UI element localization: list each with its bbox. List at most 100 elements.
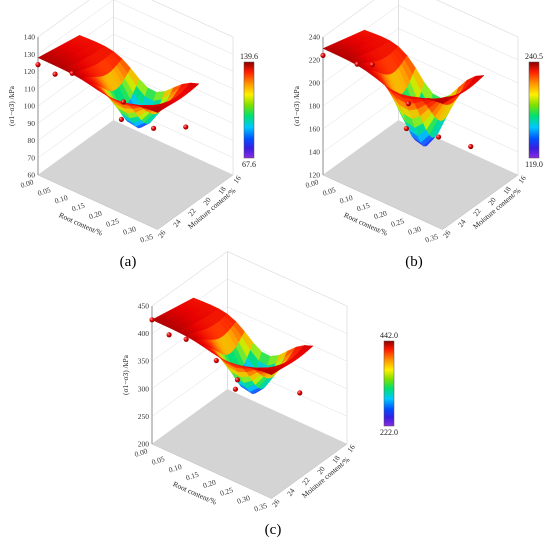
z-tick-label: 350 [138,357,150,366]
z-tick-label: 200 [138,440,150,449]
data-point [405,101,412,107]
y-tick-label: 16 [231,174,243,186]
z-tick-label: 240 [309,33,321,42]
colorbar-max-label: 442.0 [380,331,398,340]
colorbar-min-label: 67.6 [242,160,256,169]
y-tick-label: 18 [216,185,228,197]
data-point [468,143,474,150]
data-point [435,134,442,140]
z-gridline [322,120,519,176]
colorbar [528,61,540,159]
z-gridline [37,33,234,89]
data-point [166,332,172,338]
z-tick-label: 120 [309,171,321,180]
z-gridline [151,306,348,362]
x-tick-label: 0.20 [88,208,104,221]
x-tick-label: 0.05 [36,185,52,198]
y-tick-label: 18 [330,454,342,466]
z-tick-label: 90 [28,119,36,128]
colorbar-max-label: 240.5 [525,52,543,61]
y-tick-label: 24 [285,486,297,498]
x-tick-label: 0.10 [339,193,355,206]
chart-panel-b: 120 140 160 180 200 220 240 (σ1−σ3) /kPa 0.000.0… [292,0,543,245]
z-tick-label: 70 [28,153,36,162]
data-point [69,70,75,76]
x-tick-label: 0.35 [139,232,155,245]
colorbar-min-label: 222.0 [380,428,398,437]
z-tick-label: 160 [309,125,321,134]
z-axis-title: (σ1−σ3) /kPa [292,85,301,126]
z-gridline [37,0,234,38]
data-point [150,125,157,131]
colorbar [243,61,255,159]
panel-label-c: (c) [265,522,282,538]
y-tick-label: 26 [270,497,282,509]
z-gridline [151,389,348,445]
data-point [354,61,360,67]
data-point [183,124,189,130]
z-tick-label: 300 [138,384,150,393]
x-tick-label: 0.25 [219,485,235,498]
y-tick-label: 24 [171,217,183,229]
x-tick-label: 0.25 [105,216,121,229]
x-tick-label: 0.20 [373,208,389,221]
data-point [213,357,219,364]
y-tick-label: 22 [186,206,198,218]
panel-label-b: (b) [405,254,423,270]
data-point [403,125,410,132]
x-tick-label: 0.05 [150,454,166,467]
panel-label-a: (a) [120,254,137,270]
data-point [149,317,155,323]
data-point [52,71,58,77]
data-point [118,116,125,122]
x-tick-label: 0.00 [133,446,149,459]
x-tick-label: 0.30 [236,493,252,506]
x-tick-label: 0.30 [407,224,423,237]
surface [151,297,314,394]
z-tick-label: 140 [24,33,36,42]
x-tick-label: 0.35 [424,232,440,245]
data-point [232,386,239,392]
surface-facet [148,107,162,113]
surface [322,29,485,147]
z-tick-label: 80 [28,136,36,145]
z-axis-title: (σ1−σ3) /kPa [7,85,16,126]
z-tick-label: 130 [24,50,36,59]
y-tick-label: 22 [300,475,312,487]
z-tick-label: 60 [28,171,36,180]
data-point [369,62,375,68]
x-tick-label: 0.15 [71,201,87,214]
z-gridline [322,28,519,84]
y-tick-label: 16 [345,443,357,455]
z-gridline [322,0,519,38]
surface-facet [433,99,447,104]
y-tick-label: 22 [471,206,483,218]
z-tick-label: 250 [138,412,150,421]
y-tick-label: 26 [156,228,168,240]
colorbar-min-label: 119.0 [525,160,543,169]
data-point [183,336,189,342]
z-axis-title: (σ1−σ3) /kPa [121,354,130,395]
data-point [35,62,41,68]
z-tick-label: 400 [138,329,150,338]
y-tick-label: 18 [501,185,513,197]
data-point [297,390,303,396]
y-tick-label: 16 [516,174,528,186]
x-tick-label: 0.10 [168,462,184,475]
data-point [320,52,326,59]
z-gridline [37,120,234,176]
y-tick-label: 24 [456,217,468,229]
y-tick-label: 20 [315,464,327,476]
z-tick-label: 450 [138,302,150,311]
x-tick-label: 0.25 [390,216,406,229]
x-tick-label: 0.00 [304,177,320,190]
data-point [234,377,241,383]
data-point [120,99,127,105]
x-tick-label: 0.05 [321,185,337,198]
surface-facet [262,369,276,376]
colorbar-max-label: 139.6 [240,52,258,61]
x-tick-label: 0.35 [253,501,269,514]
y-tick-label: 26 [441,228,453,240]
